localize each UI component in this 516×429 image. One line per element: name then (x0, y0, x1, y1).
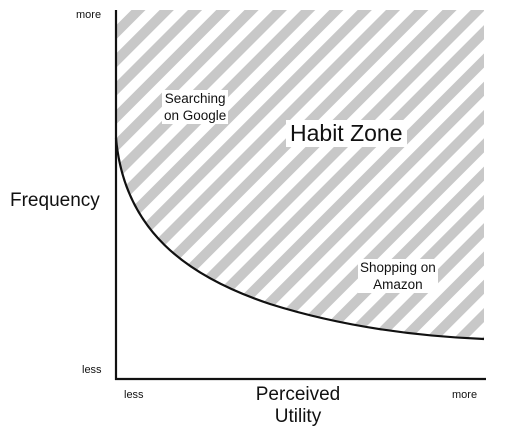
example-label-google: Searching on Google (162, 90, 229, 124)
example-label-amazon-line2: Amazon (373, 277, 423, 292)
y-axis-high-label: more (76, 9, 102, 21)
example-label-google-line2: on Google (164, 108, 227, 123)
threshold-curve (114, 137, 485, 341)
example-label-amazon-line1: Shopping on (360, 260, 436, 275)
example-label-google-line1: Searching (164, 91, 226, 106)
habit-zone-title: Habit Zone (286, 120, 407, 147)
x-axis-title-line2: Utility (274, 406, 322, 427)
y-axis-title: Frequency (10, 190, 100, 211)
x-axis-high-label: more (452, 389, 478, 401)
y-axis-low-label: less (82, 364, 102, 376)
example-label-amazon: Shopping on Amazon (358, 259, 438, 293)
x-axis-low-label: less (124, 389, 144, 401)
x-axis-title-line1: Perceived (255, 384, 341, 405)
x-axis-title: Perceived Utility (248, 384, 348, 428)
